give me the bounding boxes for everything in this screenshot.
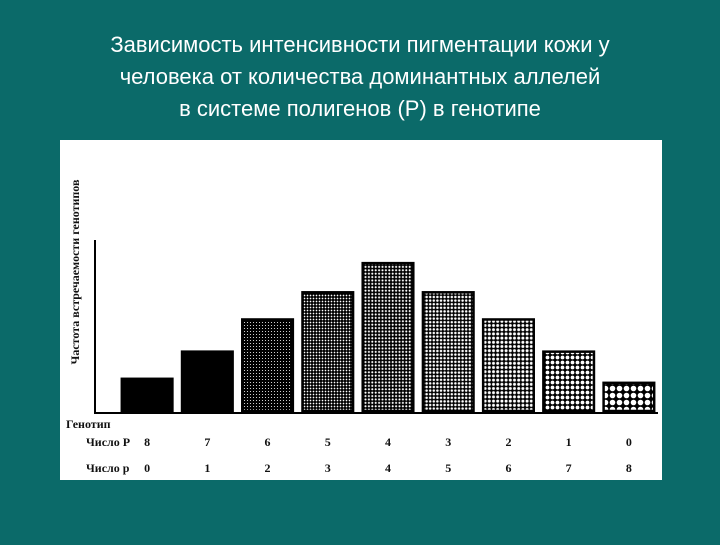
bar xyxy=(602,381,656,413)
x-tick-label: 2 xyxy=(505,435,511,449)
chart-panel xyxy=(60,140,662,480)
x-tick-label: 0 xyxy=(626,435,632,449)
row-label: Число P xyxy=(86,435,130,449)
row-label: Число р xyxy=(86,461,130,475)
x-tick-label: 3 xyxy=(325,461,331,475)
x-tick-label: 4 xyxy=(385,435,391,449)
bar xyxy=(542,350,596,413)
bar xyxy=(481,318,535,413)
bar xyxy=(301,291,355,413)
x-tick-label: 7 xyxy=(566,461,572,475)
x-tick-label: 4 xyxy=(385,461,391,475)
title-line: в системе полигенов (Р) в генотипе xyxy=(179,96,541,121)
x-tick-label: 8 xyxy=(626,461,632,475)
x-tick-label: 1 xyxy=(566,435,572,449)
title-line: Зависимость интенсивности пигментации ко… xyxy=(110,32,609,57)
x-tick-label: 5 xyxy=(325,435,331,449)
genotype-label: Генотип xyxy=(66,417,111,431)
bar xyxy=(361,261,415,413)
bar xyxy=(180,350,234,413)
x-tick-label: 0 xyxy=(144,461,150,475)
bar xyxy=(120,377,174,413)
x-tick-label: 2 xyxy=(265,461,271,475)
y-axis-label: Частота встречаемости генотипов xyxy=(68,179,82,364)
bar xyxy=(421,291,475,413)
x-tick-label: 5 xyxy=(445,461,451,475)
x-tick-label: 1 xyxy=(204,461,210,475)
x-tick-label: 3 xyxy=(445,435,451,449)
x-tick-label: 6 xyxy=(265,435,271,449)
x-tick-label: 8 xyxy=(144,435,150,449)
x-tick-label: 6 xyxy=(505,461,511,475)
bar xyxy=(241,318,295,413)
title-line: человека от количества доминантных аллел… xyxy=(120,64,601,89)
x-tick-label: 7 xyxy=(204,435,210,449)
